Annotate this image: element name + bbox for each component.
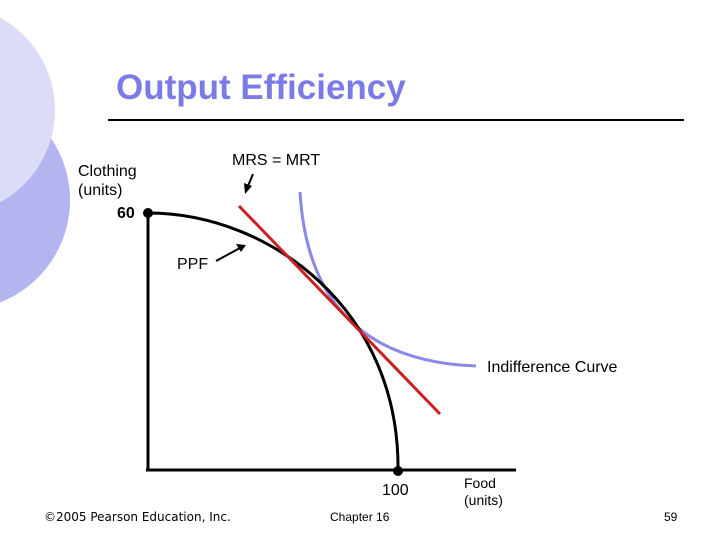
x-intercept-point [393,466,403,476]
x-axis-label: Food (units) [464,475,503,508]
tangency-label: MRS = MRT [232,152,321,169]
indifference-curve [298,191,477,368]
y-axis-label: Clothing (units) [78,163,137,199]
decor-circle-front [0,17,55,203]
tangent-line-mrs-mrt [237,204,442,416]
x-axis-max-label: 100 [382,482,409,499]
title-divider [108,119,684,121]
y-intercept-point [143,208,153,218]
ppf-curve [147,211,400,472]
footer-chapter: Chapter 16 [330,510,390,524]
slide-title: Output Efficiency [116,68,406,107]
ppf-label: PPF [177,256,209,273]
indifference-curve-label: Indifference Curve [487,359,618,376]
mrs-arrow [244,173,254,194]
y-axis-max-label: 60 [117,205,135,222]
footer-copyright: ©2005 Pearson Education, Inc. [44,510,231,524]
ppf-arrow [215,244,246,262]
page-number: 59 [664,510,678,524]
